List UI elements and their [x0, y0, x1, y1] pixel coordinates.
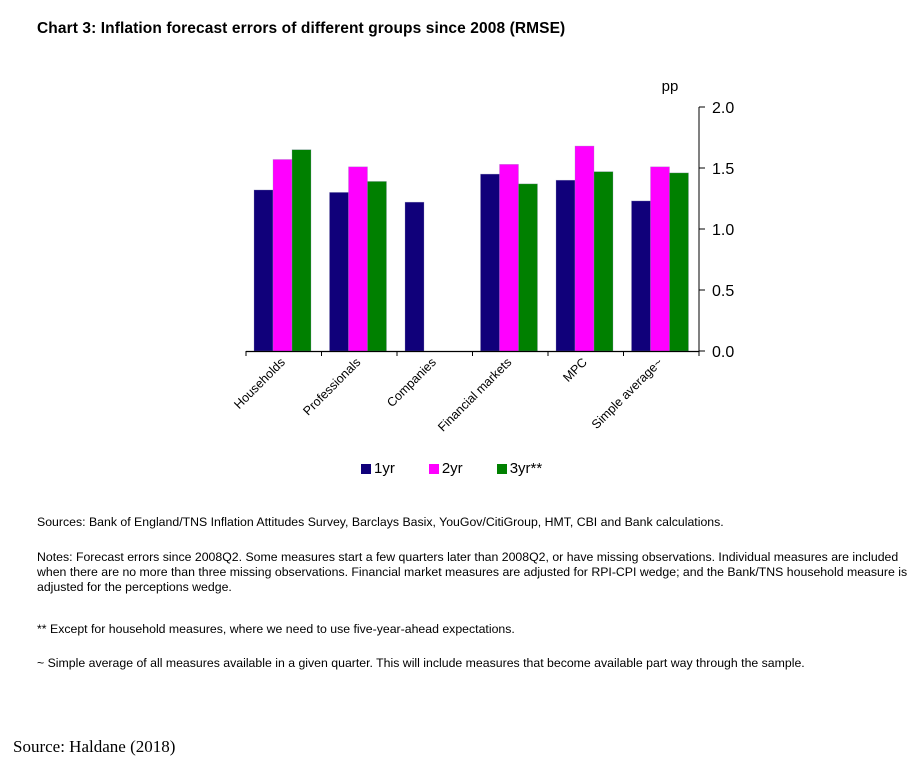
bar-1yr-households: [253, 189, 274, 352]
bar-1yr-mpc: [555, 179, 576, 352]
legend: 1yr 2yr 3yr**: [361, 460, 542, 477]
y-tick-label: 0.5: [712, 283, 734, 300]
x-tick-label: MPC: [560, 355, 590, 385]
legend-swatch-1yr: [361, 463, 371, 474]
bar-1yr-professionals: [329, 192, 349, 352]
bar-3yr-simple-average: [669, 172, 689, 352]
tilde-footnote: ~ Simple average of all measures availab…: [37, 656, 805, 670]
bar-2yr-simple-average: [650, 166, 670, 352]
bar-2yr-mpc: [574, 145, 595, 352]
bar-3yr-mpc: [593, 171, 614, 352]
bar-3yr-professionals: [367, 181, 387, 352]
bar-3yr-financial-markets: [518, 183, 538, 352]
y-tick-label: 1.0: [712, 222, 734, 239]
bar-2yr-households: [272, 159, 293, 352]
legend-item-1yr: 1yr: [361, 460, 395, 477]
notes-text: Notes: Forecast errors since 2008Q2. Som…: [37, 550, 908, 594]
legend-label-3yr: 3yr**: [509, 460, 543, 477]
y-tick-label: 1.5: [712, 161, 734, 178]
bar-3yr-households: [291, 149, 312, 352]
bar-2yr-financial-markets: [499, 164, 519, 352]
y-tick-label: 2.0: [712, 100, 734, 117]
legend-swatch-3yr: [496, 463, 507, 474]
x-tick-label: Households: [231, 355, 288, 412]
y-axis-unit-label: pp: [662, 78, 679, 95]
bar-2yr-professionals: [348, 166, 368, 352]
legend-label-2yr: 2yr: [441, 460, 463, 477]
source-caption: Source: Haldane (2018): [13, 737, 176, 756]
legend-swatch-2yr: [428, 463, 439, 474]
bar-chart: 0.0 0.5 1.0 1.5 2.0 pp Households Professionals…: [231, 78, 734, 434]
y-tick-label: 0.0: [712, 344, 734, 361]
legend-label-1yr: 1yr: [374, 460, 395, 477]
x-tick-label: Financial markets: [435, 355, 514, 434]
bar-1yr-simple-average: [631, 200, 651, 352]
x-tick-label: Simple average~: [589, 355, 665, 431]
bar-1yr-companies: [404, 201, 425, 352]
legend-item-3yr: 3yr**: [496, 460, 543, 477]
bar-1yr-financial-markets: [480, 173, 500, 352]
x-tick-label: Companies: [384, 355, 439, 410]
x-tick-label: Professionals: [300, 355, 363, 418]
chart-title: Chart 3: Inflation forecast errors of di…: [37, 20, 566, 37]
sources-note: Sources: Bank of England/TNS Inflation A…: [37, 515, 724, 529]
double-star-footnote: ** Except for household measures, where …: [37, 622, 515, 636]
legend-item-2yr: 2yr: [428, 460, 463, 477]
